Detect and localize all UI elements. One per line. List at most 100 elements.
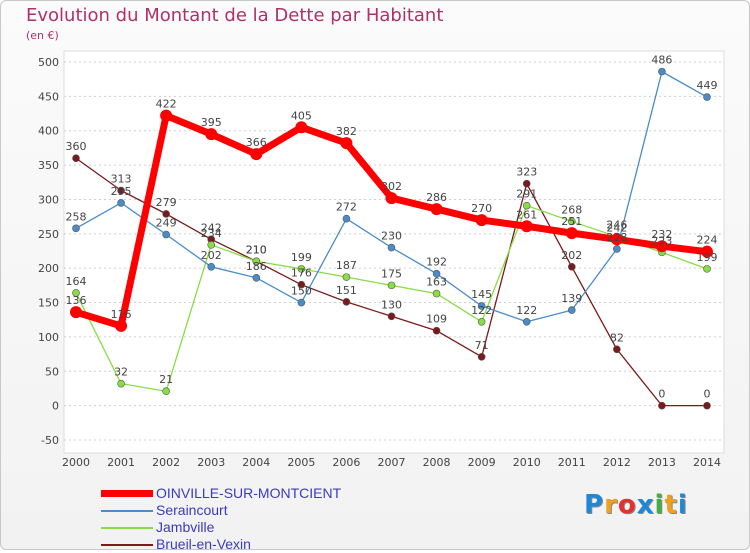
proxiti-logo: Proxiti [584,490,688,520]
legend-label: Jambville [156,519,215,535]
data-label: 360 [66,140,87,153]
data-label: 164 [66,275,87,288]
data-point [432,289,441,298]
data-label: 210 [246,243,267,256]
data-label: 228 [606,231,627,244]
data-point [522,179,531,188]
data-point [115,319,128,332]
data-label: 405 [291,109,312,122]
legend-item: Jambville [101,519,401,536]
x-tick-label: 2008 [423,456,451,469]
data-point [613,245,621,253]
data-label: 230 [381,230,402,243]
data-point [385,192,398,205]
data-label: 242 [606,221,627,234]
data-point [297,265,306,273]
data-point [703,93,711,101]
logo-letter: x [636,490,655,520]
data-label: 202 [561,249,582,262]
data-label: 422 [156,98,177,111]
y-tick-label: 400 [38,125,59,138]
y-tick-label: 250 [38,228,59,241]
data-label: 272 [336,201,357,214]
data-label: 163 [426,276,447,289]
data-point [701,245,713,258]
data-point [207,241,216,249]
data-point [342,214,351,223]
data-label: 130 [381,298,402,311]
chart-unit-label: (en €) [26,29,59,42]
data-point [72,289,80,297]
data-point [658,67,666,76]
x-tick-label: 2000 [62,456,90,469]
data-label: 145 [471,288,492,301]
x-tick-label: 2005 [287,456,315,469]
legend-swatch [101,510,153,512]
data-point [160,109,173,122]
data-label: 279 [156,196,177,209]
chart-title: Evolution du Montant de la Dette par Hab… [26,5,444,26]
data-point [477,302,486,310]
data-label: 136 [66,294,87,307]
data-label: 232 [651,228,672,241]
data-label: 122 [516,304,537,317]
data-point [520,220,533,233]
data-point [162,230,170,239]
data-point [117,186,125,195]
data-point [432,326,441,335]
x-tick-label: 2011 [558,456,586,469]
x-tick-label: 2006 [332,456,360,469]
data-point [162,210,170,218]
legend-label: OINVILLE-SUR-MONTCIENT [156,485,342,501]
data-label: 82 [610,331,624,344]
data-label: 382 [336,125,357,138]
data-point [430,203,443,216]
y-tick-label: -50 [41,434,59,447]
x-tick-label: 2001 [107,456,135,469]
data-label: 116 [111,308,132,321]
data-point [475,214,488,227]
data-label: 223 [651,234,672,247]
data-label: 139 [561,292,582,305]
data-point [477,353,486,361]
data-label: 261 [516,208,537,221]
data-point [387,281,396,290]
data-point [342,273,351,281]
data-label: 224 [697,234,718,247]
logo-letter: o [617,490,637,520]
data-label: 202 [201,249,222,262]
data-point [297,280,306,289]
logo-letter: i [654,490,665,520]
data-label: 150 [291,285,312,298]
data-label: 366 [246,136,267,149]
x-tick-label: 2010 [513,456,541,469]
data-point [72,154,80,163]
data-label: 234 [201,227,222,240]
x-tick-label: 2014 [693,456,721,469]
y-tick-label: 150 [38,297,59,310]
data-label: 251 [561,215,582,228]
data-label: 199 [697,251,718,264]
data-label: 449 [697,79,718,92]
data-label: 286 [426,191,447,204]
legend-item: Brueil-en-Vexin [101,536,401,553]
data-label: 395 [201,116,222,129]
data-point [522,201,531,210]
data-point [252,257,261,266]
data-point [610,233,623,246]
data-label: 176 [291,267,312,280]
legend-swatch [101,527,153,529]
data-point [117,379,125,388]
data-point [387,243,396,252]
data-point [658,401,666,410]
data-label: 268 [561,203,582,216]
data-point [295,121,308,134]
data-point [567,263,576,271]
data-label: 258 [66,210,87,223]
data-point [72,224,80,233]
logo-letter: i [677,490,688,520]
data-point [477,317,486,326]
data-point [340,137,353,150]
